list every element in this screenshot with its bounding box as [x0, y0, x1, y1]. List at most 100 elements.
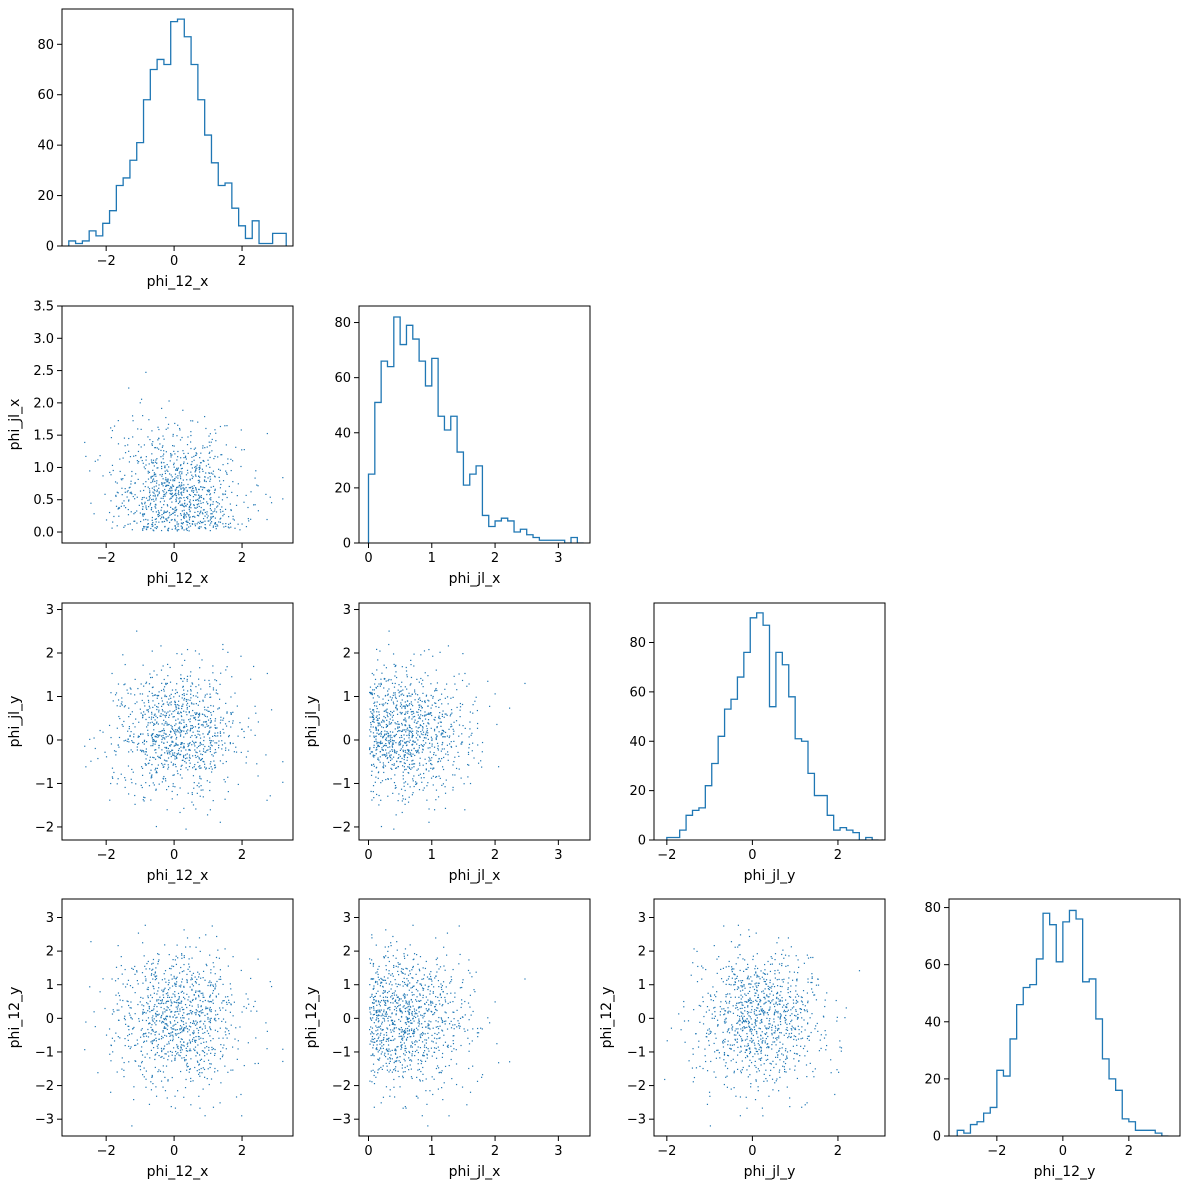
scatter-point: [174, 525, 176, 527]
scatter-point: [205, 427, 207, 430]
scatter-point: [391, 736, 393, 739]
scatter-point: [172, 480, 174, 482]
scatter-point: [190, 685, 192, 687]
scatter-point: [430, 975, 432, 978]
scatter-point: [181, 503, 183, 505]
scatter-point: [412, 1042, 414, 1045]
scatter-point: [441, 1030, 444, 1032]
scatter-point: [186, 489, 188, 492]
scatter-point: [136, 460, 138, 462]
scatter-point: [196, 1021, 198, 1023]
scatter-point: [189, 516, 191, 518]
scatter-point: [265, 1022, 267, 1024]
scatter-point: [369, 1011, 371, 1013]
scatter-point: [199, 500, 201, 502]
scatter-point: [177, 744, 179, 746]
scatter-point: [163, 482, 165, 484]
scatter-point: [254, 734, 256, 736]
scatter-point: [169, 488, 171, 490]
scatter-point: [147, 523, 149, 525]
scatter-point: [230, 713, 232, 715]
scatter-point: [256, 763, 258, 765]
scatter-point: [127, 738, 129, 740]
scatter-point: [391, 1023, 393, 1025]
scatter-point: [144, 468, 146, 470]
scatter-point: [455, 767, 458, 770]
scatter-point: [154, 523, 156, 526]
scatter-point: [247, 998, 249, 1000]
scatter-point: [178, 707, 180, 710]
scatter-point: [181, 1031, 183, 1033]
scatter-point: [196, 730, 199, 732]
scatter-point: [207, 984, 209, 987]
scatter-point: [214, 742, 216, 744]
scatter-point: [210, 516, 212, 518]
scatter-point: [192, 1032, 194, 1034]
scatter-point: [199, 1075, 201, 1077]
scatter-point: [384, 710, 386, 712]
scatter-point: [441, 748, 443, 750]
scatter-point: [378, 733, 380, 735]
scatter-point: [379, 1011, 381, 1013]
scatter-point: [225, 702, 227, 705]
scatter-point: [407, 710, 409, 713]
scatter-point: [406, 674, 408, 676]
scatter-point: [173, 511, 175, 513]
scatter-point: [164, 1090, 167, 1092]
scatter-point: [389, 1029, 392, 1031]
scatter-point: [410, 1076, 413, 1078]
scatter-point: [118, 995, 121, 997]
scatter-point: [195, 475, 197, 477]
scatter-point: [215, 985, 217, 987]
scatter-point: [444, 786, 446, 788]
scatter-point: [174, 1011, 176, 1013]
scatter-point: [192, 726, 194, 728]
scatter-point: [393, 710, 395, 712]
scatter-point: [157, 1047, 159, 1049]
scatter-point: [378, 1003, 381, 1005]
scatter-point: [132, 436, 134, 438]
scatter-point: [257, 1062, 259, 1065]
scatter-point: [402, 729, 404, 731]
scatter-point: [194, 1049, 196, 1052]
scatter-point: [411, 767, 413, 769]
scatter-point: [406, 1030, 409, 1032]
scatter-point: [243, 501, 245, 503]
scatter-point: [426, 1054, 428, 1056]
scatter-point: [196, 1052, 199, 1054]
scatter-point: [255, 1037, 257, 1039]
scatter-point: [388, 960, 390, 963]
scatter-point: [152, 481, 154, 483]
scatter-point: [387, 778, 389, 780]
scatter-point: [152, 1046, 155, 1049]
scatter-point: [391, 1012, 393, 1014]
scatter-point: [469, 1006, 471, 1008]
scatter-point: [228, 1033, 230, 1035]
scatter-point: [180, 493, 182, 495]
scatter-point: [155, 770, 158, 772]
scatter-point: [371, 751, 374, 753]
scatter-point: [245, 756, 248, 758]
scatter-point: [408, 1029, 411, 1031]
scatter-point: [221, 1020, 223, 1023]
scatter-point: [222, 762, 224, 765]
scatter-point: [166, 519, 168, 521]
scatter-point: [375, 726, 377, 728]
scatter-point: [245, 1007, 248, 1009]
scatter-point: [169, 695, 171, 697]
scatter-point: [183, 516, 185, 518]
scatter-point: [381, 978, 383, 980]
scatter-point: [143, 711, 145, 713]
scatter-point: [204, 1014, 206, 1017]
scatter-point: [159, 715, 161, 717]
scatter-point: [167, 663, 169, 666]
scatter-point: [176, 497, 178, 499]
scatter-point: [417, 1007, 420, 1009]
scatter-point: [202, 1012, 204, 1014]
scatter-point: [134, 992, 136, 994]
scatter-point: [154, 527, 156, 529]
scatter-point: [181, 526, 183, 528]
scatter-point: [154, 741, 157, 743]
scatter-point: [150, 769, 152, 771]
scatter-point: [220, 716, 222, 718]
